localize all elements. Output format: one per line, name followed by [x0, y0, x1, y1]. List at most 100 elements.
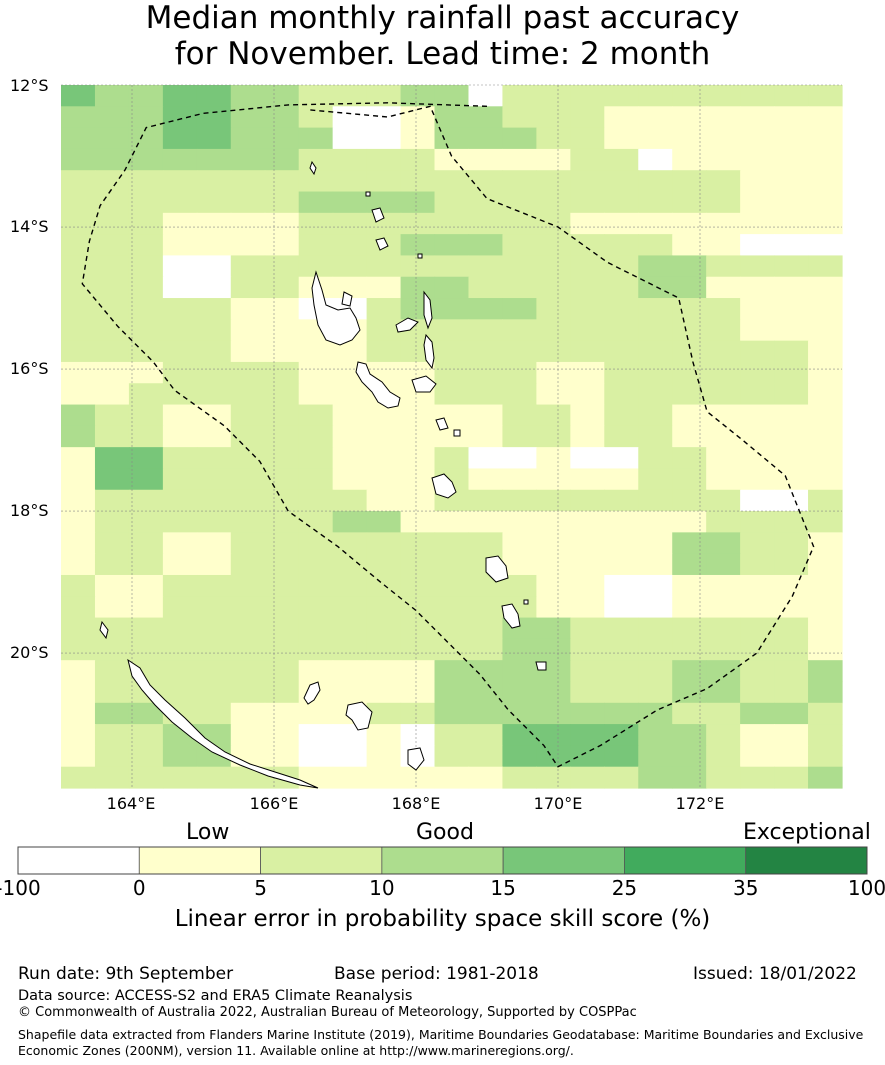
skill-cell — [162, 85, 198, 107]
skill-cell — [502, 212, 537, 235]
skill-cell — [740, 148, 775, 171]
skill-cell — [638, 681, 673, 704]
skill-cell — [196, 532, 232, 555]
skill-cell — [672, 447, 707, 470]
skill-cell — [61, 234, 96, 257]
colorbar-tick-label: -100 — [0, 876, 41, 900]
skill-cell — [570, 234, 605, 257]
skill-cell — [808, 212, 843, 235]
skill-cell — [638, 85, 673, 107]
skill-cell — [128, 212, 164, 235]
skill-cell — [808, 702, 843, 725]
skill-cell — [706, 638, 741, 661]
skill-cell — [400, 638, 436, 661]
skill-cell — [706, 532, 741, 555]
skill-cell — [61, 702, 96, 725]
skill-cell — [366, 553, 402, 576]
skill-cell — [298, 255, 334, 278]
skill-cell — [332, 574, 368, 597]
skill-cell — [162, 361, 198, 384]
skill-cell — [196, 617, 232, 640]
skill-cell — [638, 127, 673, 150]
skill-cell — [128, 361, 164, 384]
skill-cell — [672, 745, 707, 768]
skill-cell — [434, 532, 470, 555]
skill-cell — [366, 638, 402, 661]
skill-cell — [536, 404, 571, 427]
skill-cell — [94, 170, 130, 193]
skill-cell — [94, 532, 130, 555]
skill-cell — [196, 191, 232, 214]
skill-cell — [128, 404, 164, 427]
skill-cell — [638, 638, 673, 661]
skill-cell — [774, 383, 809, 406]
skill-cell — [230, 319, 266, 342]
skill-cell — [740, 319, 775, 342]
island-maewo — [423, 290, 433, 330]
colorbar-tick-label: 10 — [369, 876, 395, 900]
skill-cell — [332, 489, 368, 512]
skill-cell — [128, 596, 164, 619]
skill-cell — [162, 745, 198, 768]
skill-cell — [162, 276, 198, 299]
skill-cell — [706, 724, 741, 746]
skill-cell — [536, 212, 571, 235]
skill-cell — [604, 170, 639, 193]
skill-cell — [808, 298, 843, 320]
skill-cell — [264, 170, 300, 193]
skill-cell — [264, 298, 300, 320]
skill-cell — [570, 212, 605, 235]
skill-cell — [740, 425, 775, 448]
skill-cell — [638, 660, 673, 683]
skill-cell — [672, 298, 707, 320]
skill-cell — [604, 404, 639, 427]
skill-cell — [162, 106, 198, 129]
skill-cell — [672, 468, 707, 491]
skill-cell — [298, 617, 334, 640]
skill-cell — [774, 191, 809, 214]
skill-cell — [808, 489, 843, 512]
skill-cell — [366, 148, 402, 171]
skill-cell — [434, 234, 470, 257]
skill-cell — [128, 766, 164, 789]
skill-cell — [196, 298, 232, 320]
skill-cell — [230, 127, 266, 150]
skill-cell — [61, 404, 96, 427]
skill-cell — [434, 212, 470, 235]
skill-cell — [638, 745, 673, 768]
skill-cell — [638, 361, 673, 384]
skill-cell — [706, 319, 741, 342]
skill-cell — [332, 745, 368, 768]
skill-cell — [638, 702, 673, 725]
skill-cell — [196, 383, 232, 406]
skill-cell — [61, 340, 96, 363]
colorbar-title: Linear error in probability space skill … — [174, 906, 711, 932]
skill-cell — [570, 702, 605, 725]
skill-cell — [94, 766, 130, 789]
colorbar-bin — [260, 846, 383, 875]
skill-cell — [264, 127, 300, 150]
skill-cell — [196, 361, 232, 384]
lon-label-172e: 172°E — [676, 794, 725, 813]
skill-cell — [196, 212, 232, 235]
skill-cell — [638, 340, 673, 363]
skill-cell — [400, 468, 436, 491]
skill-cell — [366, 319, 402, 342]
skill-cell — [502, 638, 537, 661]
skill-cell — [128, 702, 164, 725]
skill-cell — [332, 383, 368, 406]
skill-cell — [536, 468, 571, 491]
skill-cell — [502, 532, 537, 555]
skill-cell — [196, 553, 232, 576]
skill-cell — [672, 255, 707, 278]
skill-cell — [366, 617, 402, 640]
skill-cell — [94, 298, 130, 320]
skill-cell — [570, 511, 605, 533]
skill-cell — [264, 617, 300, 640]
skill-cell — [400, 511, 436, 533]
skill-cell — [94, 234, 130, 257]
skill-cell — [570, 724, 605, 746]
skill-cell — [264, 340, 300, 363]
skill-cell — [740, 468, 775, 491]
skill-cell — [94, 660, 130, 683]
